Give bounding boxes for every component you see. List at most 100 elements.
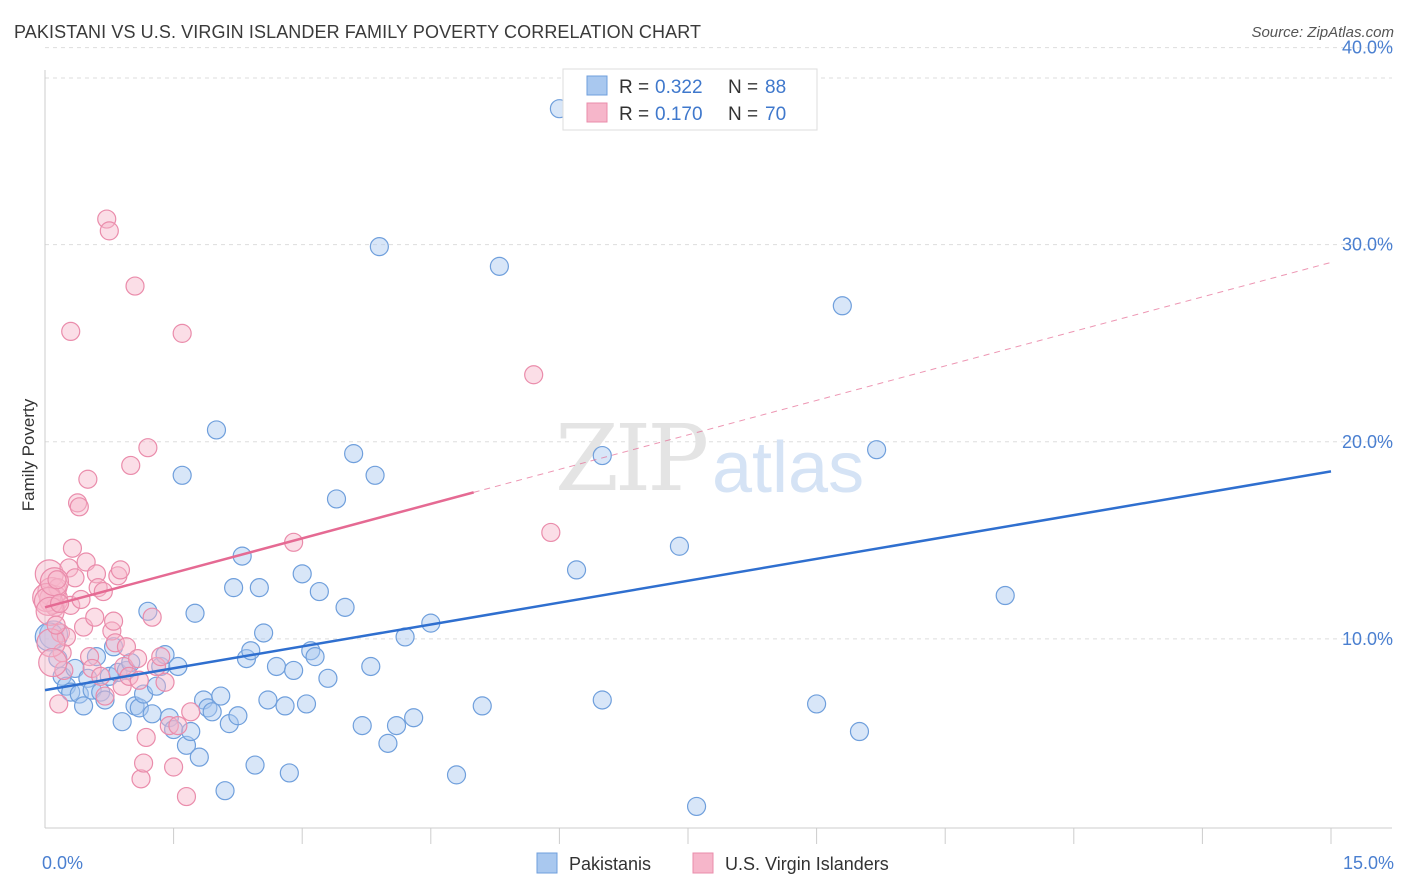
bottom-legend-swatch-pink (692, 852, 714, 874)
legend-n-value-2: 70 (765, 104, 786, 125)
pakistanis-point (806, 694, 827, 714)
pakistanis-point (309, 581, 329, 602)
trend-lines (44, 261, 1332, 692)
pakistanis-point (228, 706, 248, 726)
virgin-islanders-point (69, 497, 89, 517)
pakistanis-point (292, 564, 312, 584)
virgin-islanders-point (95, 686, 115, 706)
legend-n-label-2: N = (728, 104, 758, 125)
pakistanis-point (224, 578, 244, 598)
pakistanis-point (446, 765, 467, 785)
pakistanis-point (365, 465, 385, 485)
virgin-islanders-point (133, 753, 154, 773)
virgin-islanders-point (151, 647, 171, 667)
virgin-islanders-point (47, 570, 67, 590)
watermark-atlas: atlas (712, 428, 864, 508)
legend-swatch-pink (586, 102, 608, 123)
pakistanis-point (245, 755, 265, 775)
legend-swatch-blue (586, 75, 608, 96)
pakistanis-point (592, 690, 612, 710)
virgin-islanders-point (121, 455, 141, 476)
pakistanis-point (254, 623, 274, 643)
pakistanis-point (344, 444, 364, 464)
virgin-islanders-point (85, 607, 105, 627)
virgin-islanders-point (105, 633, 125, 653)
x-tick-label-max: 15.0% (1343, 853, 1394, 873)
pakistanis-point (305, 647, 325, 667)
pakistanis-point (206, 420, 227, 440)
pakistanis-point (489, 256, 509, 276)
virgin-islanders-point (524, 365, 544, 385)
virgin-islanders-point (136, 727, 156, 748)
virgin-islanders-point (86, 564, 107, 584)
virgin-islanders-points (32, 209, 561, 807)
legend-r-value-2: 0.170 (655, 104, 703, 125)
pakistanis-point (669, 536, 690, 556)
virgin-islanders-point (127, 649, 148, 669)
bottom-legend-virgin-islanders: U.S. Virgin Islanders (725, 854, 889, 874)
pakistanis-points (34, 99, 1015, 817)
watermark-zip: ZIP (555, 405, 706, 512)
virgin-islanders-point (110, 560, 131, 580)
bottom-legend: Pakistanis U.S. Virgin Islanders (536, 852, 889, 874)
virgin-islanders-point (78, 469, 98, 489)
pakistanis-point (86, 647, 107, 667)
pakistanis-point (352, 716, 372, 736)
virgin-islanders-point (164, 757, 184, 777)
x-axis-ticks (173, 828, 1332, 844)
pakistanis-point (266, 656, 287, 677)
virgin-islanders-point (125, 276, 145, 296)
pakistanis-point (172, 465, 192, 485)
pakistanis-point (258, 690, 278, 710)
pakistanis-point (335, 597, 355, 617)
x-tick-label-min: 0.0% (42, 853, 83, 873)
virgin-islanders-point (116, 637, 137, 657)
pakistanis-point (215, 781, 235, 801)
pakistanis-point (249, 578, 269, 598)
virgin-islanders-point (99, 221, 119, 241)
pakistanis-point (211, 686, 231, 706)
y-tick-label: 30.0% (1342, 235, 1393, 255)
pakistanis-point (189, 747, 209, 767)
virgin-islanders-point (181, 702, 201, 722)
virgin-islanders-point (172, 323, 192, 343)
y-tick-label: 10.0% (1342, 629, 1393, 649)
virgin-islanders-point (49, 694, 69, 714)
pakistanis-point (112, 712, 132, 732)
pakistanis-point (318, 668, 338, 688)
source-credit: Source: ZipAtlas.com (1251, 24, 1394, 41)
pakistanis-point (404, 708, 424, 728)
pakistanis-point (296, 694, 317, 714)
legend: R = 0.322 N = 88 R = 0.170 N = 70 (562, 68, 818, 131)
virgin-islanders-point (168, 716, 188, 736)
pakistanis-point (867, 440, 887, 460)
bottom-legend-swatch-blue (536, 852, 558, 874)
pakistanis-point (995, 585, 1015, 606)
virgin-islanders-point (131, 769, 151, 789)
virgin-islanders-point (102, 621, 122, 641)
y-axis-title: Family Poverty (19, 398, 38, 511)
pakistanis-trend-line (44, 470, 1332, 692)
pakistanis-point (202, 702, 222, 722)
virgin-islanders-point (97, 209, 117, 229)
y-tick-label: 20.0% (1342, 432, 1393, 452)
pakistanis-point (284, 660, 304, 681)
pakistanis-point (832, 296, 852, 316)
virgin-islanders-point (79, 647, 100, 667)
virgin-islanders-point (138, 438, 158, 458)
pakistanis-point (185, 603, 205, 623)
virgin-islanders-point (61, 321, 81, 342)
y-tick-labels: 10.0% 20.0% 30.0% 40.0% (1342, 38, 1393, 649)
pakistanis-point (386, 716, 407, 736)
legend-r-label-1: R = (619, 77, 649, 98)
virgin-islanders-point (103, 611, 124, 631)
virgin-islanders-point (38, 647, 68, 678)
virgin-islanders-point (46, 615, 66, 635)
pakistanis-point (326, 489, 347, 509)
pakistanis-point (142, 704, 162, 724)
virgin-islanders-trend-line (44, 491, 474, 609)
virgin-islanders-point (176, 786, 197, 807)
legend-r-value-1: 0.322 (655, 77, 703, 98)
pakistanis-point (378, 733, 398, 753)
